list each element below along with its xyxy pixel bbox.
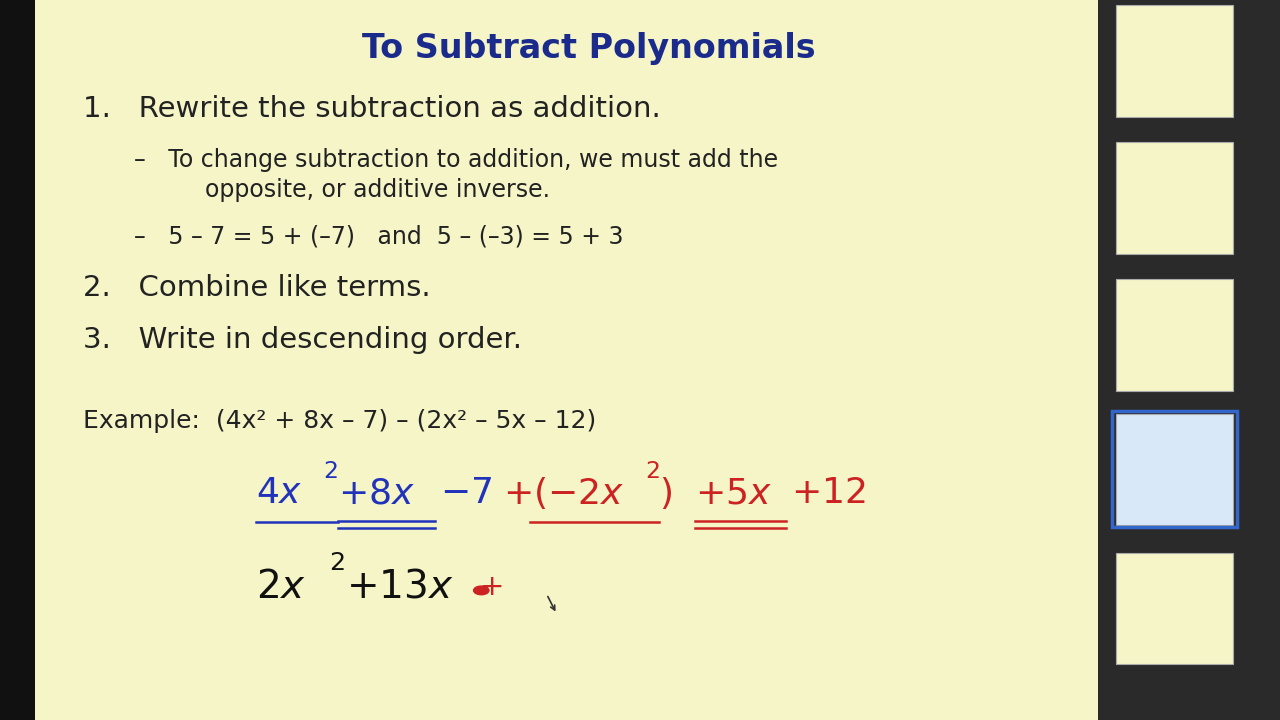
Text: $+5x$: $+5x$ (695, 476, 772, 510)
Text: –   To change subtraction to addition, we must add the: – To change subtraction to addition, we … (134, 148, 778, 172)
Bar (1116, 553, 1234, 664)
Text: Example:  (4x² + 8x – 7) – (2x² – 5x – 12): Example: (4x² + 8x – 7) – (2x² – 5x – 12… (83, 409, 596, 433)
Text: $2$: $2$ (645, 460, 659, 483)
Text: $)$: $)$ (659, 475, 672, 511)
Text: opposite, or additive inverse.: opposite, or additive inverse. (205, 178, 550, 202)
Text: $+13x$: $+13x$ (346, 568, 453, 606)
Bar (1116, 413, 1234, 526)
Circle shape (474, 586, 489, 595)
Text: 2.   Combine like terms.: 2. Combine like terms. (83, 274, 431, 302)
Text: $+12$: $+12$ (791, 476, 865, 510)
Text: To Subtract Polynomials: To Subtract Polynomials (362, 32, 815, 66)
Text: $+(-2x$: $+(-2x$ (503, 475, 625, 511)
Bar (1116, 279, 1234, 390)
Text: $4x$: $4x$ (256, 476, 302, 510)
Text: $2$: $2$ (323, 460, 337, 483)
Bar (1116, 143, 1234, 254)
Bar (1112, 412, 1238, 527)
Text: 3.   Write in descending order.: 3. Write in descending order. (83, 326, 522, 354)
Bar (1116, 5, 1234, 117)
Bar (0, 0, 35, 720)
Text: $2$: $2$ (329, 551, 344, 575)
Text: –   5 – 7 = 5 + (–7)   and  5 – (–3) = 5 + 3: – 5 – 7 = 5 + (–7) and 5 – (–3) = 5 + 3 (134, 224, 623, 248)
Text: $2x$: $2x$ (256, 568, 306, 606)
Text: $+$: $+$ (479, 573, 502, 600)
Bar (35, 0, 1098, 720)
Bar (1098, 0, 1280, 720)
Text: $+8x$: $+8x$ (338, 476, 415, 510)
Text: $-7$: $-7$ (440, 476, 493, 510)
Text: 1.   Rewrite the subtraction as addition.: 1. Rewrite the subtraction as addition. (83, 96, 660, 123)
